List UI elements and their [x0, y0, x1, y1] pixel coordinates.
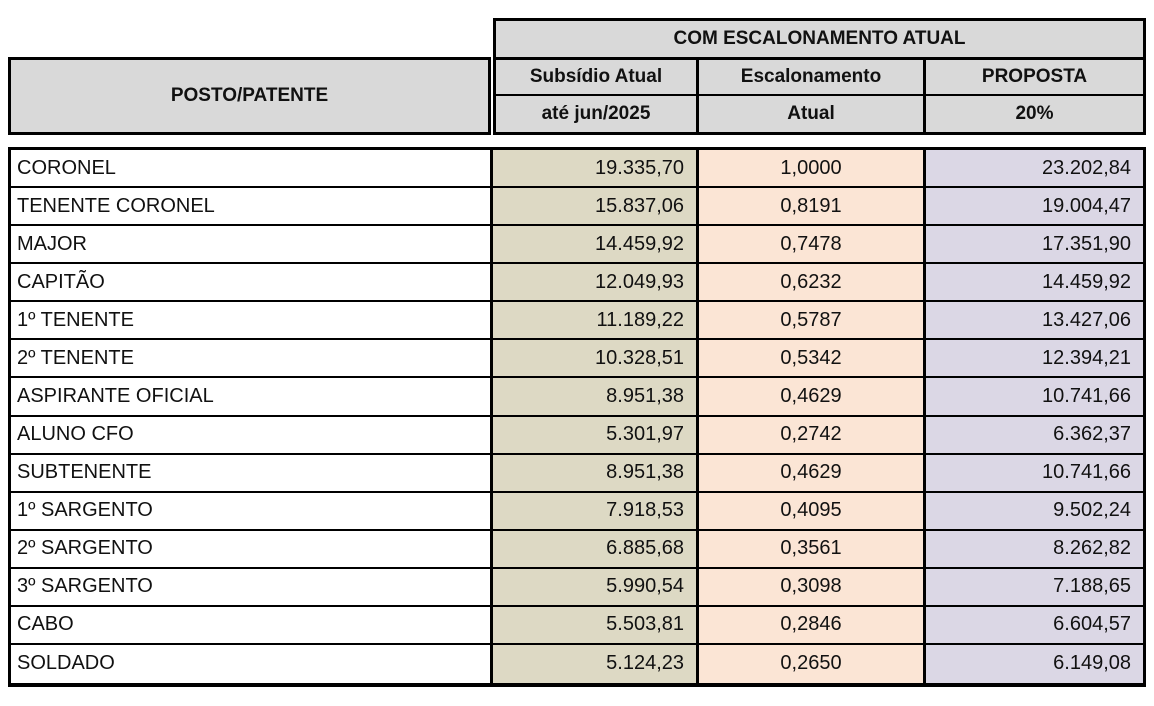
subsidio-atual-cell: 19.335,70 — [493, 150, 699, 189]
posto-cell: 3º SARGENTO — [11, 568, 493, 607]
escalonamento-header-block: COM ESCALONAMENTO ATUAL Subsídio Atual E… — [493, 18, 1146, 135]
subsidio-atual-cell: 6.885,68 — [493, 530, 699, 569]
col-subtitle-escalonamento: Atual — [699, 96, 926, 132]
col-subtitle-proposta-label: 20% — [1015, 103, 1054, 124]
posto-cell: SUBTENENTE — [11, 454, 493, 493]
subsidio-atual-cell: 5.124,23 — [493, 644, 699, 683]
proposta-cell: 6.604,57 — [926, 606, 1143, 645]
proposta-cell: 19.004,47 — [926, 188, 1143, 227]
subsidio-atual-cell: 5.503,81 — [493, 606, 699, 645]
posto-cell: 1º SARGENTO — [11, 492, 493, 531]
subsidio-atual-cell: 15.837,06 — [493, 188, 699, 227]
posto-cell: 2º SARGENTO — [11, 530, 493, 569]
subsidio-atual-cell: 5.301,97 — [493, 416, 699, 455]
proposta-cell: 13.427,06 — [926, 302, 1143, 341]
escalonamento-cell: 0,5787 — [699, 302, 926, 341]
posto-cell: MAJOR — [11, 226, 493, 265]
escalonamento-cell: 0,3098 — [699, 568, 926, 607]
col-subtitle-subsidio-atual: até jun/2025 — [496, 96, 699, 132]
posto-cell: ALUNO CFO — [11, 416, 493, 455]
posto-cell: CAPITÃO — [11, 264, 493, 303]
col-title-subsidio-atual-label: Subsídio Atual — [529, 66, 663, 87]
proposta-cell: 6.362,37 — [926, 416, 1143, 455]
group-header-label: COM ESCALONAMENTO ATUAL — [673, 28, 966, 49]
proposta-cell: 12.394,21 — [926, 340, 1143, 379]
group-header: COM ESCALONAMENTO ATUAL — [496, 21, 1143, 60]
subsidio-atual-cell: 14.459,92 — [493, 226, 699, 265]
escalonamento-cell: 0,4629 — [699, 378, 926, 417]
posto-patente-header: POSTO/PATENTE — [8, 57, 491, 135]
subsidio-atual-cell: 8.951,38 — [493, 454, 699, 493]
escalonamento-cell: 0,4095 — [699, 492, 926, 531]
posto-cell: CORONEL — [11, 150, 493, 189]
escalonamento-cell: 0,2650 — [699, 644, 926, 683]
proposta-cell: 7.188,65 — [926, 568, 1143, 607]
posto-cell: TENENTE CORONEL — [11, 188, 493, 227]
col-subtitle-proposta: 20% — [926, 96, 1143, 132]
subsidio-atual-cell: 11.189,22 — [493, 302, 699, 341]
col-title-escalonamento: Escalonamento — [699, 60, 926, 96]
table-body: CORONEL 19.335,70 1,0000 23.202,84 TENENTE C… — [8, 147, 1146, 687]
subsidio-atual-cell: 10.328,51 — [493, 340, 699, 379]
subsidio-atual-cell: 8.951,38 — [493, 378, 699, 417]
proposta-cell: 9.502,24 — [926, 492, 1143, 531]
col-title-subsidio-atual: Subsídio Atual — [496, 60, 699, 96]
col-title-proposta: PROPOSTA — [926, 60, 1143, 96]
proposta-cell: 10.741,66 — [926, 378, 1143, 417]
escalonamento-cell: 0,4629 — [699, 454, 926, 493]
posto-patente-header-label: POSTO/PATENTE — [170, 85, 329, 106]
posto-cell: CABO — [11, 606, 493, 645]
escalonamento-cell: 0,7478 — [699, 226, 926, 265]
proposta-cell: 10.741,66 — [926, 454, 1143, 493]
escalonamento-cell: 0,5342 — [699, 340, 926, 379]
col-title-escalonamento-label: Escalonamento — [740, 66, 882, 87]
proposta-cell: 14.459,92 — [926, 264, 1143, 303]
proposta-cell: 17.351,90 — [926, 226, 1143, 265]
posto-cell: ASPIRANTE OFICIAL — [11, 378, 493, 417]
col-title-proposta-label: PROPOSTA — [981, 66, 1088, 87]
escalonamento-cell: 0,3561 — [699, 530, 926, 569]
escalonamento-cell: 0,6232 — [699, 264, 926, 303]
proposta-cell: 23.202,84 — [926, 150, 1143, 189]
proposta-cell: 6.149,08 — [926, 644, 1143, 683]
subsidio-atual-cell: 5.990,54 — [493, 568, 699, 607]
escalonamento-cell: 0,2742 — [699, 416, 926, 455]
subsidio-atual-cell: 7.918,53 — [493, 492, 699, 531]
posto-cell: 2º TENENTE — [11, 340, 493, 379]
subsidio-atual-cell: 12.049,93 — [493, 264, 699, 303]
escalonamento-cell: 0,2846 — [699, 606, 926, 645]
col-subtitle-subsidio-atual-label: até jun/2025 — [541, 103, 651, 124]
posto-cell: 1º TENENTE — [11, 302, 493, 341]
escalonamento-cell: 1,0000 — [699, 150, 926, 189]
col-subtitle-escalonamento-label: Atual — [787, 103, 835, 124]
posto-cell: SOLDADO — [11, 644, 493, 683]
proposta-cell: 8.262,82 — [926, 530, 1143, 569]
escalonamento-cell: 0,8191 — [699, 188, 926, 227]
